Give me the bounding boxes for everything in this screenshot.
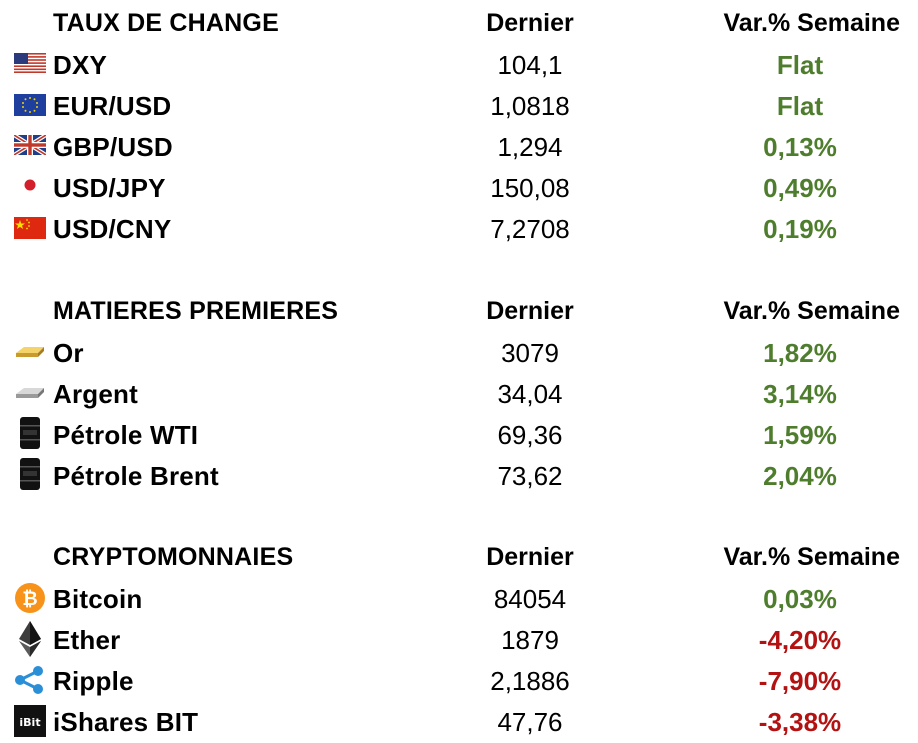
svg-text:₿: ₿	[22, 588, 37, 610]
japan-flag-icon	[14, 176, 46, 200]
instrument-name: DXY	[53, 50, 108, 80]
col-header-var: Var.% Semaine	[723, 543, 900, 571]
col-header-var: Var.% Semaine	[723, 9, 900, 37]
section-header: TAUX DE CHANGE Dernier Var.% Semaine	[0, 3, 918, 44]
weekly-change: 0,13%	[763, 132, 837, 162]
table-row: DXY 104,1 Flat	[0, 44, 918, 85]
section-header: CRYPTOMONNAIES Dernier Var.% Semaine	[0, 537, 918, 578]
last-value: 150,08	[490, 173, 570, 203]
instrument-name: USD/CNY	[53, 214, 172, 244]
instrument-name: Ripple	[53, 666, 134, 696]
weekly-change: 0,03%	[763, 584, 837, 614]
instrument-name: Pétrole WTI	[53, 420, 199, 450]
weekly-change: 0,19%	[763, 214, 837, 244]
weekly-change: -4,20%	[758, 625, 842, 655]
weekly-change: 0,49%	[763, 173, 837, 203]
weekly-change: Flat	[776, 91, 824, 121]
table-row: Argent 34,04 3,14%	[0, 373, 918, 414]
section-title: TAUX DE CHANGE	[53, 9, 279, 37]
section-fx: TAUX DE CHANGE Dernier Var.% Semaine DXY…	[0, 3, 918, 249]
ethereum-icon	[14, 620, 46, 658]
instrument-name: EUR/USD	[53, 91, 172, 121]
weekly-change: 1,82%	[763, 338, 837, 368]
table-row: USD/CNY 7,2708 0,19%	[0, 208, 918, 249]
last-value: 84054	[493, 584, 567, 614]
instrument-name: Pétrole Brent	[53, 461, 219, 491]
last-value: 47,76	[497, 707, 563, 737]
ishares-bit-icon: iBit	[14, 705, 46, 737]
table-row: GBP/USD 1,294 0,13%	[0, 126, 918, 167]
col-header-var: Var.% Semaine	[723, 297, 900, 325]
table-row: Ether 1879 -4,20%	[0, 619, 918, 660]
table-row: iBit iShares BIT 47,76 -3,38%	[0, 701, 918, 742]
section-header: MATIERES PREMIERES Dernier Var.% Semaine	[0, 291, 918, 332]
instrument-name: Bitcoin	[53, 584, 143, 614]
oil-barrel-icon	[14, 416, 46, 450]
section-title: MATIERES PREMIERES	[53, 297, 339, 325]
silver-bar-icon	[14, 382, 46, 406]
instrument-name: Or	[53, 338, 84, 368]
table-row: ₿ Bitcoin 84054 0,03%	[0, 578, 918, 619]
ripple-icon	[14, 664, 46, 696]
weekly-change: -7,90%	[758, 666, 842, 696]
table-row: Or 3079 1,82%	[0, 332, 918, 373]
col-header-last: Dernier	[486, 9, 574, 37]
weekly-change: 2,04%	[763, 461, 837, 491]
col-header-last: Dernier	[486, 297, 574, 325]
table-row: Pétrole WTI 69,36 1,59%	[0, 414, 918, 455]
last-value: 3079	[501, 338, 559, 368]
table-row: Ripple 2,1886 -7,90%	[0, 660, 918, 701]
us-flag-icon	[14, 53, 46, 77]
last-value: 69,36	[497, 420, 563, 450]
weekly-change: 3,14%	[763, 379, 837, 409]
instrument-name: Argent	[53, 379, 138, 409]
table-row: Pétrole Brent 73,62 2,04%	[0, 455, 918, 496]
instrument-name: Ether	[53, 625, 121, 655]
col-header-last: Dernier	[486, 543, 574, 571]
weekly-change: -3,38%	[758, 707, 842, 737]
instrument-name: iShares BIT	[53, 707, 199, 737]
last-value: 34,04	[497, 379, 563, 409]
instrument-name: USD/JPY	[53, 173, 166, 203]
last-value: 7,2708	[490, 214, 570, 244]
last-value: 1879	[501, 625, 559, 655]
table-row: EUR/USD 1,0818 Flat	[0, 85, 918, 126]
last-value: 73,62	[497, 461, 563, 491]
weekly-change: 1,59%	[763, 420, 837, 450]
gold-bar-icon	[14, 341, 46, 365]
instrument-name: GBP/USD	[53, 132, 173, 162]
last-value: 1,0818	[490, 91, 570, 121]
oil-barrel-icon	[14, 457, 46, 491]
bitcoin-icon: ₿	[14, 582, 46, 614]
table-row: USD/JPY 150,08 0,49%	[0, 167, 918, 208]
svg-text:iBit: iBit	[19, 716, 40, 729]
section-title: CRYPTOMONNAIES	[53, 543, 294, 571]
uk-flag-icon	[14, 135, 46, 159]
china-flag-icon	[14, 217, 46, 241]
last-value: 2,1886	[490, 666, 570, 696]
section-commodities: MATIERES PREMIERES Dernier Var.% Semaine…	[0, 291, 918, 496]
eu-flag-icon	[14, 94, 46, 118]
last-value: 1,294	[497, 132, 563, 162]
weekly-change: Flat	[776, 50, 824, 80]
last-value: 104,1	[497, 50, 563, 80]
section-crypto: CRYPTOMONNAIES Dernier Var.% Semaine ₿ B…	[0, 537, 918, 742]
